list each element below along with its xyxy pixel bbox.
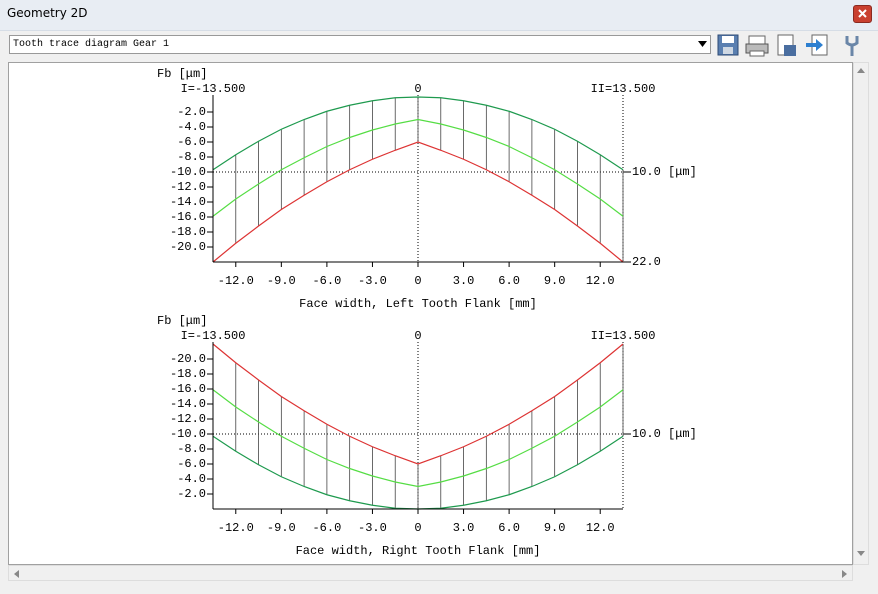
preview-button[interactable]	[777, 34, 796, 56]
window-title: Geometry 2D	[7, 6, 88, 20]
save-button[interactable]	[717, 34, 739, 56]
diagram-dropdown[interactable]: Tooth trace diagram Gear 1	[9, 35, 711, 54]
close-icon	[858, 9, 867, 18]
vscroll-arrows	[857, 68, 865, 556]
print-button[interactable]	[745, 35, 769, 57]
export-button[interactable]	[806, 34, 828, 56]
title-bar: Geometry 2D	[0, 0, 878, 31]
dropdown-text: Tooth trace diagram Gear 1	[13, 39, 170, 50]
vertical-scrollbar[interactable]	[853, 62, 869, 565]
close-button[interactable]	[853, 5, 872, 23]
settings-button[interactable]	[845, 36, 859, 56]
diagram-area	[8, 62, 853, 565]
horizontal-scrollbar[interactable]	[8, 565, 853, 581]
toolbar	[717, 34, 859, 57]
hscroll-arrows	[14, 570, 847, 578]
dropdown-arrow	[698, 41, 707, 47]
